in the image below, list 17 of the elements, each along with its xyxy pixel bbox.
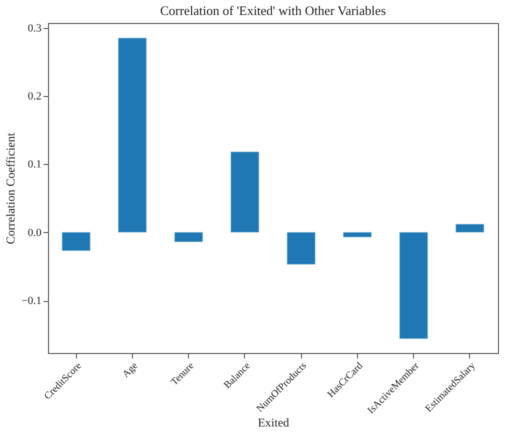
y-axis-title: Correlation Coefficient [4,132,18,244]
y-tick-label: 0.2 [28,90,42,102]
y-tick-label: −0.1 [22,295,42,307]
bar [174,232,203,242]
y-tick-label: 0.0 [28,226,42,239]
bar [456,224,484,233]
bar [230,152,260,233]
bar [399,232,428,339]
bar [118,38,147,233]
x-tick-label: Age [120,360,141,380]
chart-title: Correlation of 'Exited' with Other Variables [160,2,386,18]
y-tick-label: 0.3 [28,22,42,34]
x-axis-title: Exited [258,415,290,430]
y-tick-label: 0.1 [28,158,42,171]
bar [343,232,372,238]
bar [286,232,316,265]
bar [62,232,90,252]
